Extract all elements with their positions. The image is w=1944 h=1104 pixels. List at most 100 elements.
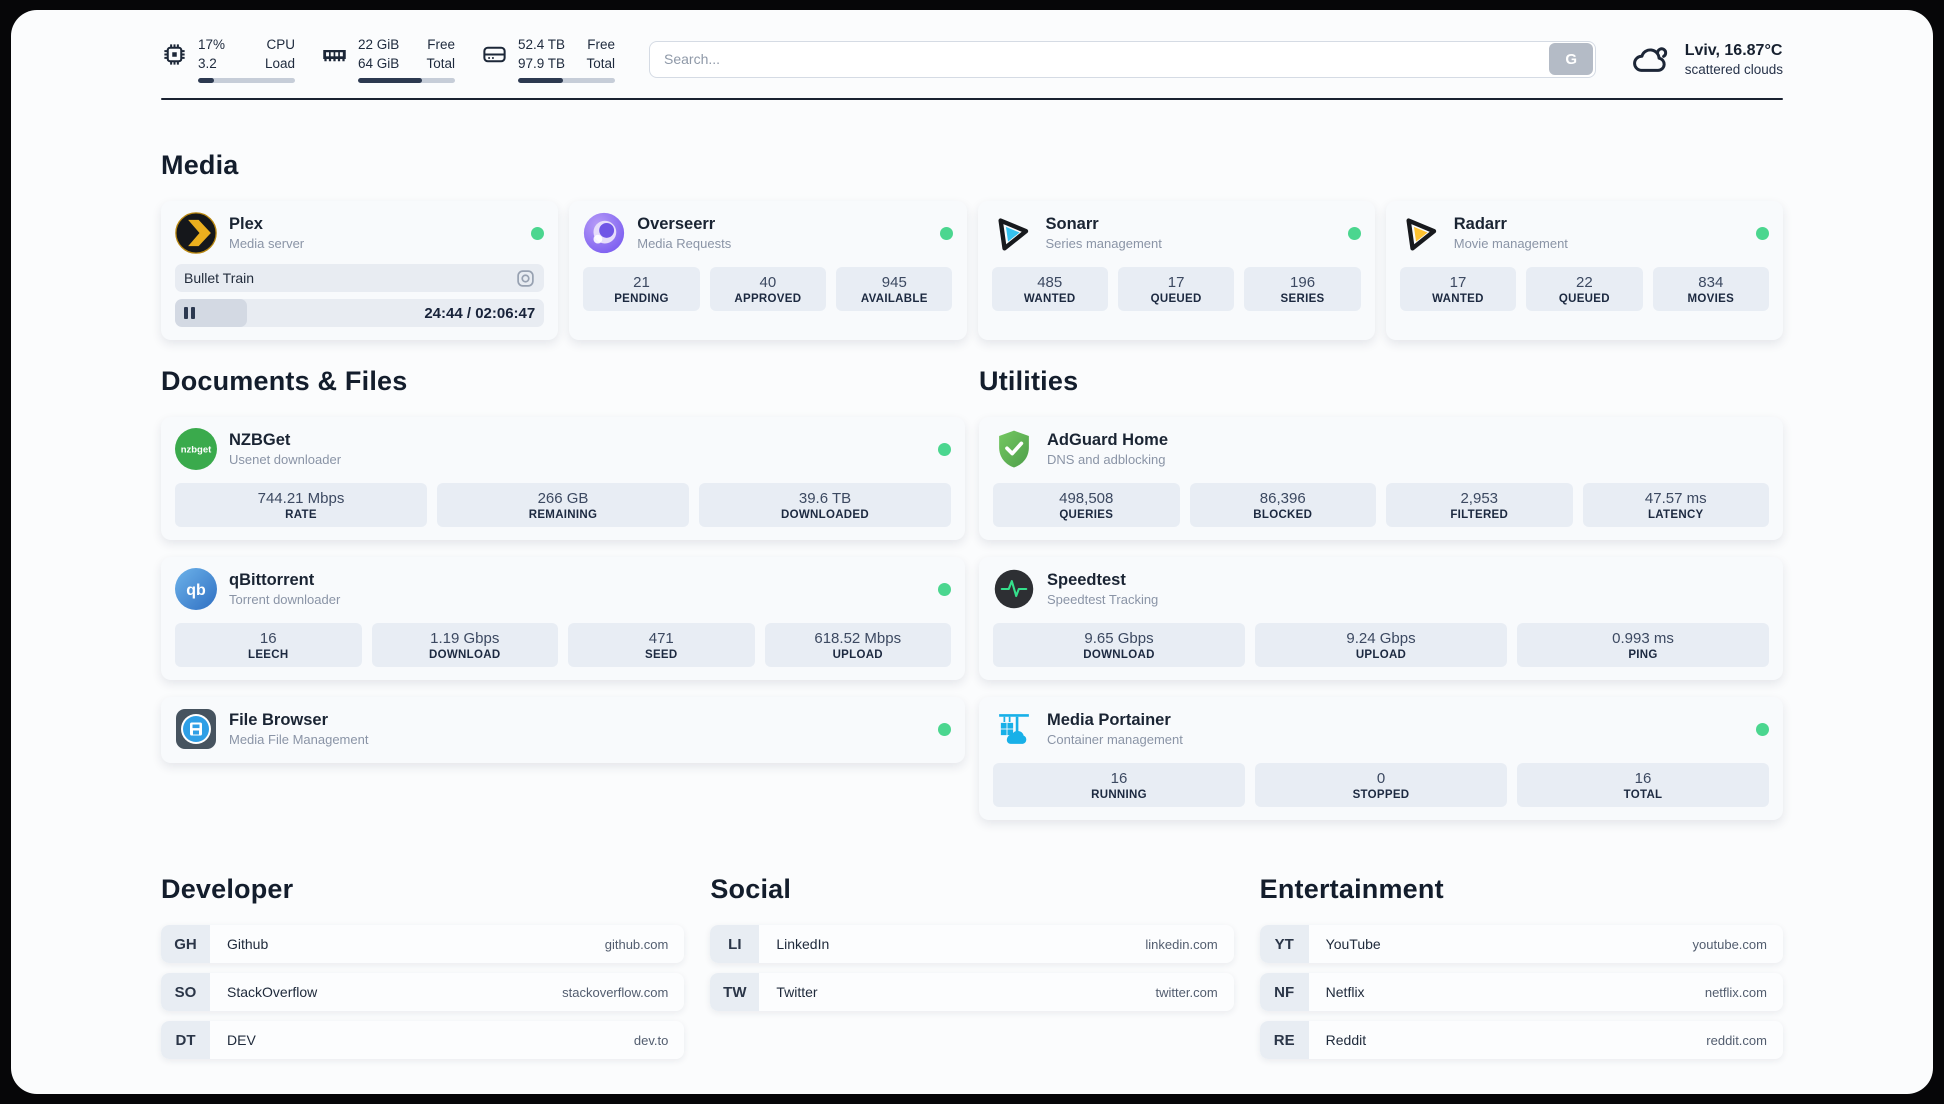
bookmark-tag: YT (1259, 925, 1309, 964)
section-title-entertainment: Entertainment (1259, 874, 1444, 905)
status-online-dot (938, 442, 951, 456)
section-documents: Documents & Files nzbget NZBGet Usenet d… (161, 366, 965, 764)
bookmark-name: Twitter (776, 984, 818, 1001)
app-desc: Torrent downloader (229, 592, 341, 608)
app-card-speedtest[interactable]: Speedtest Speedtest Tracking 9.65 Gbps D… (979, 557, 1783, 681)
bookmark-url: netflix.com (1704, 984, 1767, 1000)
bookmark-youtube[interactable]: YT YouTube youtube.com (1259, 925, 1783, 964)
app-name: Overseerr (637, 215, 716, 234)
bookmark-github[interactable]: GH Github github.com (161, 925, 685, 964)
disk-icon (483, 46, 506, 63)
system-stats: 17% 3.2 CPU Load (161, 36, 615, 83)
bookmark-tag: DT (161, 1021, 210, 1060)
stat-running: 16 RUNNING (993, 763, 1245, 808)
bookmark-stackoverflow[interactable]: SO StackOverflow stackoverflow.com (161, 973, 685, 1012)
svg-text:qb: qb (186, 582, 206, 599)
section-title-developer: Developer (161, 874, 294, 905)
portainer-icon (999, 714, 1029, 745)
speedtest-icon (994, 570, 1034, 609)
header-divider (161, 97, 1783, 101)
sonarr-icon (997, 218, 1028, 251)
app-card-radarr[interactable]: Radarr Movie management 17 WANTED 22 QUE… (1385, 201, 1783, 341)
app-name: Radarr (1453, 215, 1507, 234)
stat-available: 945 AVAILABLE (836, 267, 953, 312)
section-title-social: Social (710, 874, 792, 905)
cast-icon[interactable] (516, 269, 535, 288)
bookmark-reddit[interactable]: RE Reddit reddit.com (1259, 1021, 1783, 1060)
app-card-nzbget[interactable]: nzbget NZBGet Usenet downloader 744.21 M… (161, 417, 965, 541)
stat-series: 196 SERIES (1244, 267, 1361, 312)
pause-icon[interactable] (184, 307, 195, 320)
app-desc: Container management (1047, 732, 1183, 748)
ram-stat: 22 GiB 64 GiB Free Total (321, 36, 455, 83)
bookmark-tag: TW (710, 973, 760, 1012)
bookmark-linkedin[interactable]: LI LinkedIn linkedin.com (710, 925, 1234, 964)
app-card-overseerr[interactable]: Overseerr Media Requests 21 PENDING 40 A… (569, 201, 967, 341)
player-time: 24:44 / 02:06:47 (424, 304, 536, 322)
bookmark-twitter[interactable]: TW Twitter twitter.com (710, 973, 1234, 1012)
section-developer: Developer GH Github github.com SO StackO… (161, 874, 685, 1060)
bookmark-tag: GH (161, 925, 210, 964)
status-online-dot (938, 582, 951, 596)
bookmark-tag: NF (1259, 973, 1309, 1012)
search-input[interactable] (649, 40, 1596, 78)
qbittorrent-icon: qb (175, 568, 217, 611)
app-desc: Media File Management (229, 732, 369, 748)
section-media: Media Plex Media server Bullet Train (161, 150, 1783, 341)
stat-seed: 471 SEED (568, 623, 755, 668)
app-name: AdGuard Home (1047, 431, 1169, 450)
stat-queued: 22 QUEUED (1526, 267, 1643, 312)
disk-value-2: 97.9 TB (518, 55, 566, 71)
adguard-icon (999, 430, 1029, 468)
stat-queries: 498,508 QUERIES (993, 483, 1180, 528)
bookmark-url: twitter.com (1155, 984, 1218, 1000)
cpu-value-2: 3.2 (198, 55, 217, 71)
stat-downloaded: 39.6 TB DOWNLOADED (699, 483, 951, 528)
ram-value-2: 64 GiB (358, 55, 400, 71)
stat-wanted: 17 WANTED (1399, 267, 1517, 312)
status-online-dot (939, 226, 953, 240)
bookmark-dev[interactable]: DT DEV dev.to (161, 1021, 685, 1060)
weather-condition: scattered clouds (1684, 61, 1783, 77)
cpu-stat: 17% 3.2 CPU Load (161, 36, 295, 83)
search-bar: G (649, 40, 1596, 78)
player-progress-row: 24:44 / 02:06:47 (175, 299, 545, 328)
bookmark-tag: SO (161, 973, 210, 1012)
app-card-qbittorrent[interactable]: qb qBittorrent Torrent downloader 16 LEE… (161, 557, 965, 681)
weather-location-temp: Lviv, 16.87°C (1684, 41, 1783, 59)
app-card-sonarr[interactable]: Sonarr Series management 485 WANTED 17 Q… (977, 201, 1375, 341)
now-playing-title: Bullet Train (184, 270, 255, 287)
stat-rate: 744.21 Mbps RATE (175, 483, 427, 528)
cpu-label-1: CPU (266, 37, 295, 52)
app-desc: Series management (1045, 236, 1162, 252)
bookmark-url: linkedin.com (1145, 936, 1218, 952)
search-provider-button[interactable]: G (1549, 43, 1594, 76)
stat-leech: 16 LEECH (175, 623, 362, 668)
section-entertainment: Entertainment YT YouTube youtube.com NF … (1259, 874, 1783, 1060)
ram-label-2: Total (426, 55, 455, 71)
app-card-plex[interactable]: Plex Media server Bullet Train 24:44 / 0 (161, 201, 559, 341)
app-card-portainer[interactable]: Media Portainer Container management 16 … (979, 697, 1783, 821)
bookmark-netflix[interactable]: NF Netflix netflix.com (1259, 973, 1783, 1012)
disk-label-1: Free (587, 37, 615, 52)
disk-progress-fill (518, 77, 563, 83)
overseerr-icon (584, 213, 625, 254)
app-card-filebrowser[interactable]: File Browser Media File Management (161, 697, 965, 764)
app-desc: Media server (229, 236, 305, 252)
cloud-icon (1632, 47, 1667, 73)
app-desc: Usenet downloader (229, 452, 342, 468)
status-online-dot (531, 226, 545, 240)
weather-widget[interactable]: Lviv, 16.87°C scattered clouds (1630, 38, 1783, 80)
cpu-chip-icon (164, 44, 185, 65)
app-name: File Browser (229, 711, 329, 730)
app-name: Plex (229, 215, 263, 234)
stat-ping: 0.993 ms PING (1517, 623, 1769, 668)
app-desc: Movie management (1453, 236, 1568, 252)
bookmark-tag: LI (710, 925, 760, 964)
header-bar: 17% 3.2 CPU Load (161, 36, 1783, 83)
stat-stopped: 0 STOPPED (1255, 763, 1507, 808)
app-card-adguard[interactable]: AdGuard Home DNS and adblocking 498,508 … (979, 417, 1783, 541)
bookmark-name: YouTube (1325, 936, 1381, 953)
bookmark-tag: RE (1259, 1021, 1309, 1060)
app-desc: DNS and adblocking (1047, 452, 1166, 468)
